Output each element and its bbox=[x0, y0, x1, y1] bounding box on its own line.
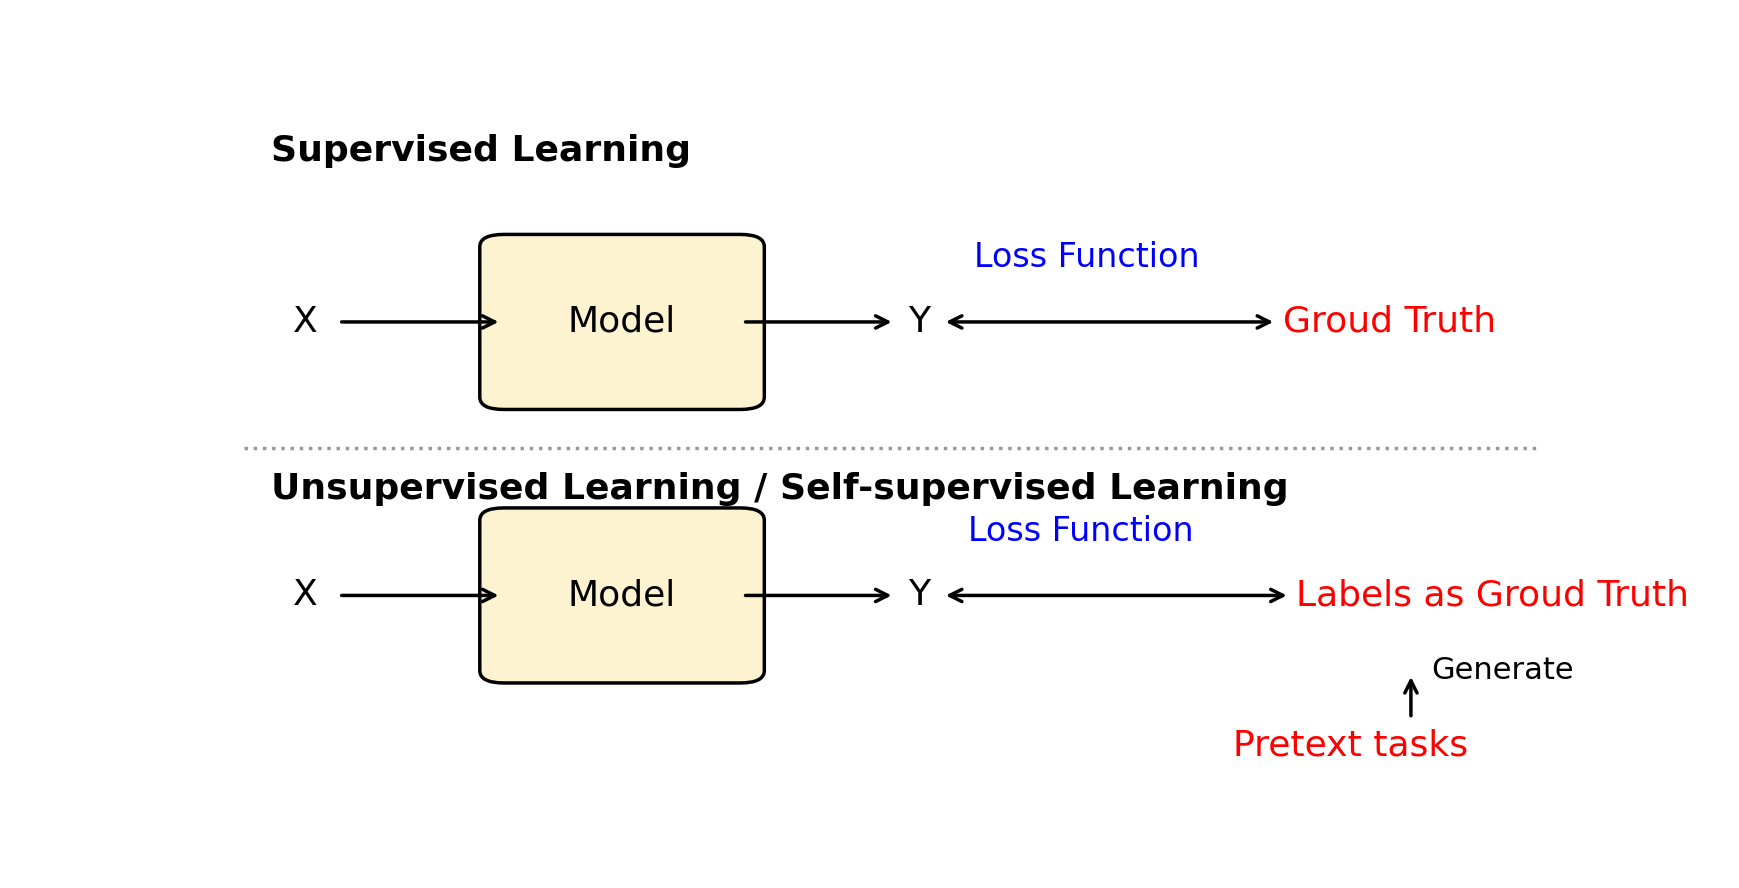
Text: Loss Function: Loss Function bbox=[974, 241, 1200, 274]
Text: X: X bbox=[292, 578, 316, 613]
Text: Labels as Groud Truth: Labels as Groud Truth bbox=[1296, 578, 1689, 613]
Text: Loss Function: Loss Function bbox=[967, 514, 1193, 548]
FancyBboxPatch shape bbox=[480, 234, 763, 409]
Text: Y: Y bbox=[908, 305, 929, 339]
Text: Y: Y bbox=[908, 578, 929, 613]
Text: Supervised Learning: Supervised Learning bbox=[271, 134, 690, 168]
Text: X: X bbox=[292, 305, 316, 339]
Text: Pretext tasks: Pretext tasks bbox=[1231, 729, 1468, 763]
Text: Generate: Generate bbox=[1431, 656, 1572, 686]
Text: Model: Model bbox=[567, 578, 676, 613]
Text: Model: Model bbox=[567, 305, 676, 339]
Text: Unsupervised Learning / Self-supervised Learning: Unsupervised Learning / Self-supervised … bbox=[271, 472, 1289, 506]
Text: Groud Truth: Groud Truth bbox=[1282, 305, 1496, 339]
FancyBboxPatch shape bbox=[480, 508, 763, 683]
